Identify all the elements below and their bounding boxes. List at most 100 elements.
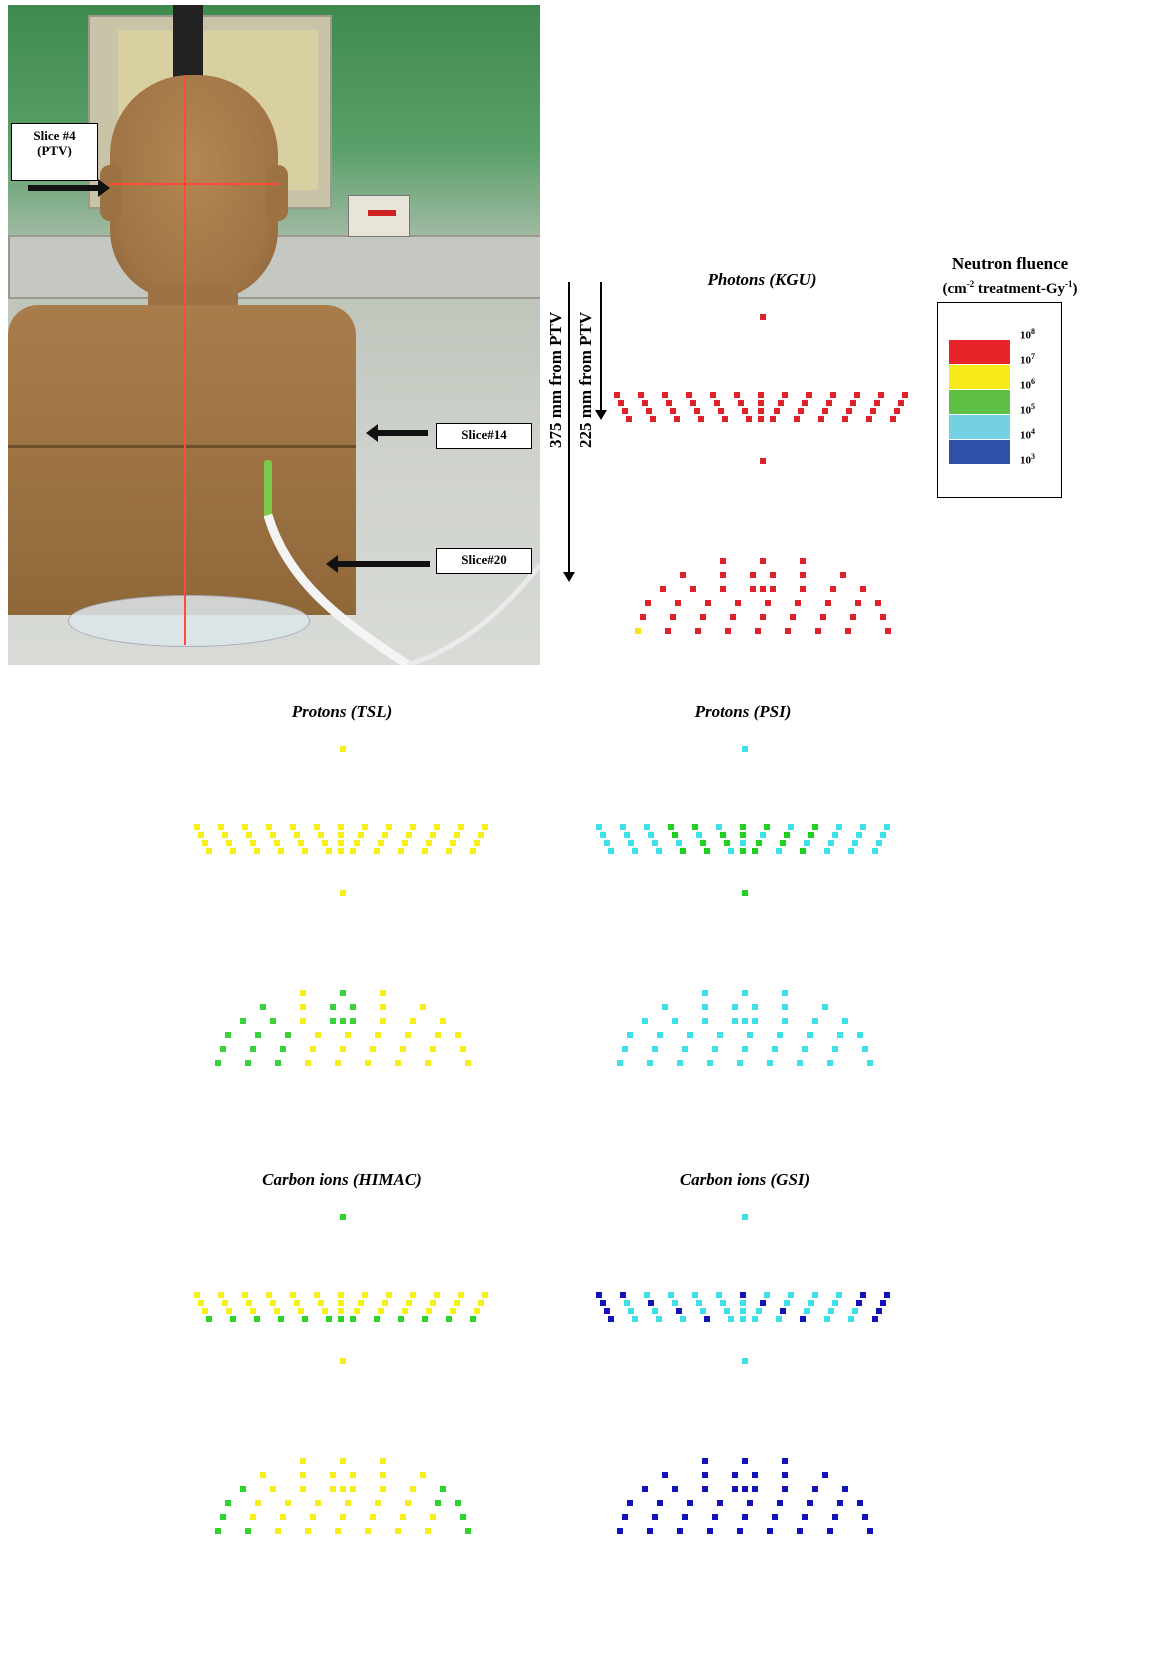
detector-dot xyxy=(782,1018,788,1024)
detector-dot xyxy=(680,572,686,578)
detector-dot xyxy=(474,1308,480,1314)
detector-dot xyxy=(742,746,748,752)
detector-dot xyxy=(812,1486,818,1492)
detector-dot xyxy=(798,408,804,414)
detector-dot xyxy=(300,1018,306,1024)
detector-dot xyxy=(604,1308,610,1314)
detector-dot xyxy=(712,1046,718,1052)
detector-dot xyxy=(742,1018,748,1024)
detector-dot xyxy=(788,1292,794,1298)
detector-dot xyxy=(760,586,766,592)
detector-dot xyxy=(764,824,770,830)
detector-dot xyxy=(620,1292,626,1298)
slice14-arrow xyxy=(366,424,428,442)
detector-dot xyxy=(872,1316,878,1322)
detector-dot xyxy=(647,1060,653,1066)
detector-dot xyxy=(855,600,861,606)
detector-dot xyxy=(724,1308,730,1314)
detector-dot xyxy=(740,824,746,830)
detector-dot xyxy=(696,1300,702,1306)
detector-dot xyxy=(627,1500,633,1506)
detector-dot xyxy=(687,1032,693,1038)
detector-dot xyxy=(704,848,710,854)
slice14-callout: Slice#14 xyxy=(436,423,532,449)
detector-dot xyxy=(884,824,890,830)
detector-dot xyxy=(740,1300,746,1306)
detector-dot xyxy=(782,392,788,398)
detector-dot xyxy=(380,990,386,996)
detector-dot xyxy=(290,1292,296,1298)
detector-dot xyxy=(275,1060,281,1066)
detector-dot xyxy=(760,1300,766,1306)
detector-dot xyxy=(734,392,740,398)
detector-dot xyxy=(626,416,632,422)
detector-dot xyxy=(260,1472,266,1478)
legend-tick-label: 103 xyxy=(1020,452,1035,467)
detector-dot xyxy=(732,1018,738,1024)
detector-dot xyxy=(458,1292,464,1298)
detector-dot xyxy=(335,1528,341,1534)
detector-dot xyxy=(867,1528,873,1534)
detector-dot xyxy=(782,990,788,996)
detector-dot xyxy=(657,1032,663,1038)
detector-dot xyxy=(782,1486,788,1492)
detector-dot xyxy=(728,848,734,854)
detector-dot xyxy=(758,392,764,398)
detector-dot xyxy=(322,840,328,846)
detector-dot xyxy=(850,614,856,620)
detector-dot xyxy=(340,1458,346,1464)
panel-kgu-dots xyxy=(614,314,908,634)
detector-dot xyxy=(822,1004,828,1010)
detector-dot xyxy=(832,832,838,838)
detector-dot xyxy=(670,408,676,414)
detector-dot xyxy=(340,1514,346,1520)
legend-title-text: Neutron fluence xyxy=(951,254,1069,273)
detector-dot xyxy=(446,1316,452,1322)
detector-dot xyxy=(596,1292,602,1298)
detector-dot xyxy=(400,1514,406,1520)
detector-dot xyxy=(434,1292,440,1298)
detector-dot xyxy=(350,848,356,854)
detector-dot xyxy=(812,824,818,830)
detector-dot xyxy=(206,1316,212,1322)
meter-display xyxy=(368,210,396,216)
detector-dot xyxy=(340,990,346,996)
distance-near-arrow xyxy=(595,282,607,420)
detector-dot xyxy=(474,840,480,846)
detector-dot xyxy=(300,990,306,996)
detector-dot xyxy=(434,824,440,830)
detector-dot xyxy=(628,840,634,846)
detector-dot xyxy=(750,586,756,592)
slice4-label: Slice #4 xyxy=(33,128,76,143)
detector-dot xyxy=(617,1528,623,1534)
detector-dot xyxy=(842,416,848,422)
legend-swatch xyxy=(949,390,1010,414)
detector-dot xyxy=(700,1308,706,1314)
detector-dot xyxy=(425,1060,431,1066)
detector-dot xyxy=(398,1316,404,1322)
detector-dot xyxy=(386,824,392,830)
detector-dot xyxy=(760,832,766,838)
detector-dot xyxy=(797,1060,803,1066)
detector-dot xyxy=(378,840,384,846)
detector-dot xyxy=(365,1060,371,1066)
detector-dot xyxy=(815,628,821,634)
detector-dot xyxy=(857,1032,863,1038)
detector-dot xyxy=(338,832,344,838)
detector-dot xyxy=(305,1528,311,1534)
detector-dot xyxy=(752,848,758,854)
detector-dot xyxy=(410,1018,416,1024)
detector-dot xyxy=(860,586,866,592)
detector-dot xyxy=(846,408,852,414)
detector-dot xyxy=(410,1292,416,1298)
panel-psi-dots xyxy=(596,746,890,1066)
detector-dot xyxy=(215,1528,221,1534)
detector-dot xyxy=(862,1514,868,1520)
detector-dot xyxy=(707,1060,713,1066)
detector-dot xyxy=(662,1004,668,1010)
detector-dot xyxy=(784,832,790,838)
detector-dot xyxy=(370,1046,376,1052)
detector-dot xyxy=(672,1300,678,1306)
detector-dot xyxy=(725,628,731,634)
detector-dot xyxy=(700,614,706,620)
